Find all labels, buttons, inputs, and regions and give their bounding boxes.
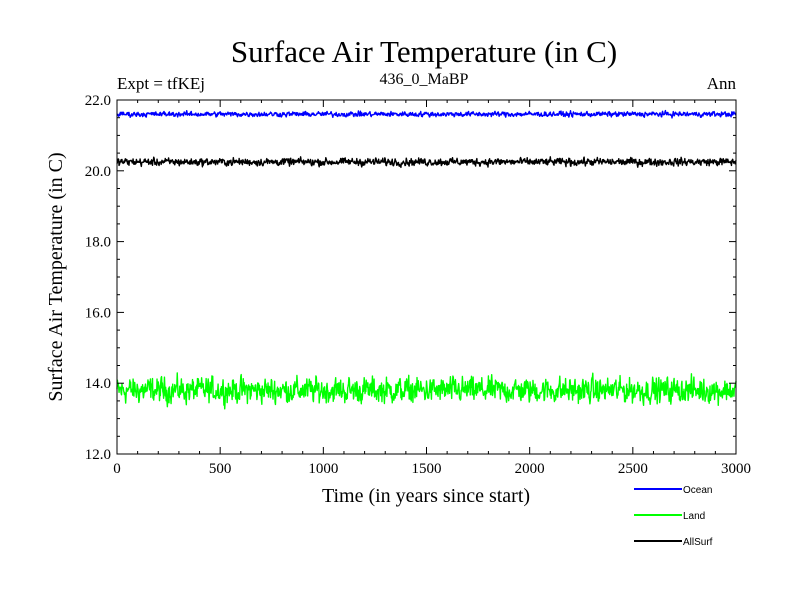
legend: Ocean Land AllSurf [634, 485, 713, 548]
y-axis-label: Surface Air Temperature (in C) [45, 152, 67, 401]
x-tick-label: 3000 [721, 461, 751, 477]
y-tick-label: 14.0 [85, 376, 111, 392]
x-tick-label: 2500 [618, 461, 648, 477]
expt-label: Expt = tfKEj [117, 74, 205, 93]
x-tick-label: 0 [113, 461, 121, 477]
x-tick-label: 1500 [412, 461, 442, 477]
x-tick-label: 2000 [515, 461, 545, 477]
chart-subtitle: 436_0_MaBP [380, 71, 469, 88]
season-label: Ann [707, 74, 737, 93]
y-tick-label: 18.0 [85, 235, 111, 251]
x-tick-label: 1000 [308, 461, 338, 477]
legend-label-allsurf: AllSurf [683, 537, 713, 548]
series-line-ocean [116, 109, 737, 119]
series-line-allsurf [116, 156, 737, 169]
series-layer [116, 109, 737, 410]
y-tick-label: 12.0 [85, 447, 111, 463]
ticks-layer: 0 500 1000 1500 2000 2500 3000 12.0 14.0 16.0 18.0… [85, 93, 751, 477]
legend-label-ocean: Ocean [683, 485, 712, 496]
x-tick-label: 500 [209, 461, 232, 477]
chart-title: Surface Air Temperature (in C) [231, 34, 617, 69]
x-axis-label: Time (in years since start) [322, 485, 530, 507]
y-tick-label: 22.0 [85, 93, 111, 109]
y-tick-label: 16.0 [85, 305, 111, 321]
legend-label-land: Land [683, 511, 705, 522]
y-tick-label: 20.0 [85, 164, 111, 180]
series-line-land [116, 372, 737, 410]
